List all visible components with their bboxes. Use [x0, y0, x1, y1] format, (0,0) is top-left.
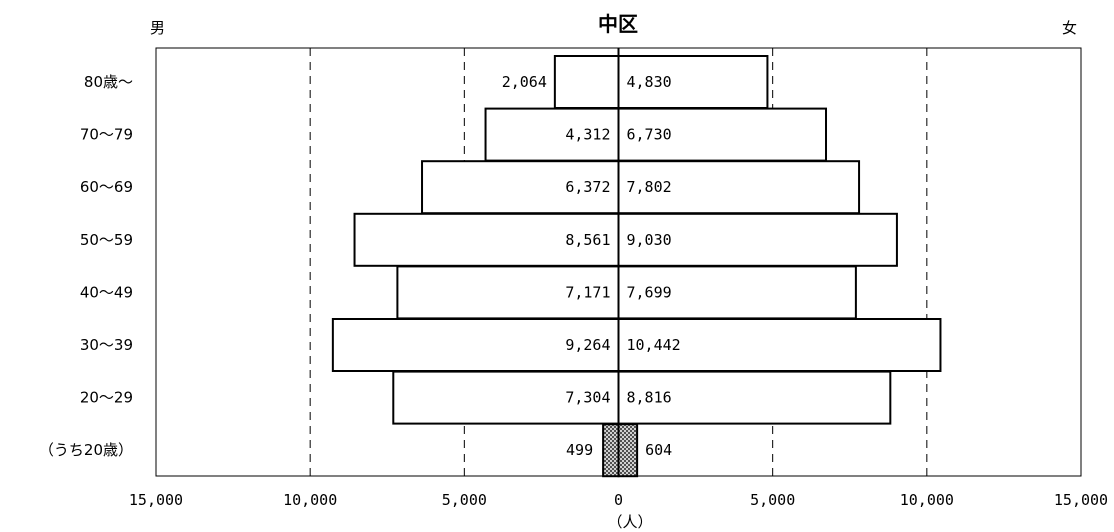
- category-label: 60～69: [80, 178, 133, 196]
- female-label: 女: [1062, 19, 1077, 37]
- male-value-label: 7,171: [565, 283, 610, 301]
- female-bar: [617, 55, 769, 109]
- female-bar: [617, 370, 892, 425]
- x-tick-label: 15,000: [1054, 491, 1108, 509]
- female-bar: [617, 160, 861, 215]
- female-value-label: 7,699: [627, 283, 672, 301]
- unit-label: （人）: [607, 513, 652, 531]
- male-bar: [396, 265, 620, 320]
- x-tick-label: 0: [614, 491, 623, 509]
- female-value-label: 7,802: [627, 178, 672, 196]
- male-value-label: 499: [566, 441, 593, 459]
- male-value-label: 4,312: [565, 126, 610, 144]
- female-value-label: 10,442: [627, 336, 681, 354]
- male-bar: [602, 423, 620, 478]
- category-label: （うち20歳）: [39, 441, 133, 459]
- female-bar: [617, 318, 942, 372]
- male-bar: [331, 318, 620, 372]
- male-value-label: 7,304: [565, 389, 610, 407]
- category-label: 40～49: [80, 283, 133, 301]
- male-label: 男: [150, 19, 165, 37]
- female-value-label: 604: [645, 441, 672, 459]
- male-bar: [553, 55, 620, 109]
- male-value-label: 6,372: [565, 178, 610, 196]
- category-label: 70～79: [80, 126, 133, 144]
- female-value-label: 6,730: [627, 126, 672, 144]
- x-tick-label: 15,000: [129, 491, 183, 509]
- female-bar: [617, 423, 639, 478]
- female-bar: [617, 265, 857, 320]
- x-tick-label: 5,000: [442, 491, 487, 509]
- male-bar: [392, 370, 620, 425]
- x-tick-label: 5,000: [750, 491, 795, 509]
- male-value-label: 2,064: [502, 73, 547, 91]
- male-value-label: 9,264: [565, 336, 610, 354]
- chart-title: 中区: [598, 12, 638, 36]
- female-value-label: 8,816: [627, 389, 672, 407]
- category-label: 50～59: [80, 231, 133, 249]
- category-label: 80歳～: [84, 73, 133, 91]
- x-tick-label: 10,000: [900, 491, 954, 509]
- female-bar: [617, 212, 898, 267]
- female-value-label: 9,030: [627, 231, 672, 249]
- female-value-label: 4,830: [627, 73, 672, 91]
- category-label: 20～29: [80, 389, 133, 407]
- x-tick-label: 10,000: [283, 491, 337, 509]
- category-label: 30～39: [80, 336, 133, 354]
- male-value-label: 8,561: [565, 231, 610, 249]
